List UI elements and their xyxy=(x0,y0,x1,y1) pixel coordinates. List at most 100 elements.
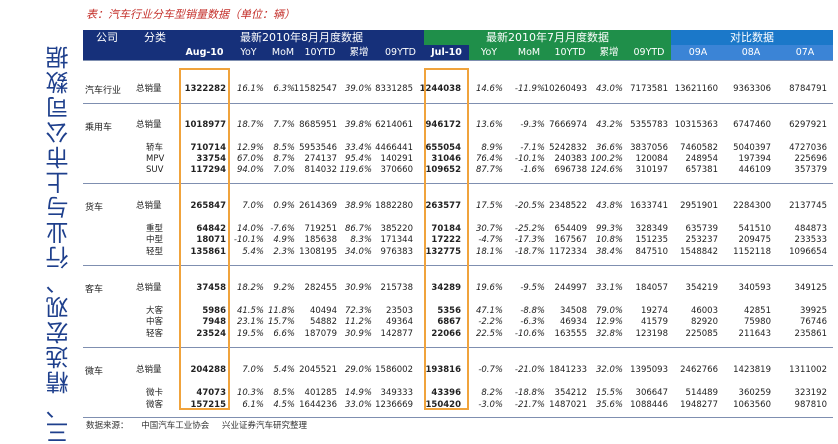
table-cell: 401285 xyxy=(304,388,337,398)
column-header: YoY xyxy=(230,45,267,60)
table-cell: 446109 xyxy=(738,165,771,175)
table-cell: 340593 xyxy=(738,283,771,293)
table-cell: 41.5% xyxy=(236,306,264,316)
table-cell: 5.4% xyxy=(242,247,264,257)
table-cell: 8.5% xyxy=(273,143,295,153)
table-cell: -3.0% xyxy=(478,400,503,410)
column-header: 10YTD xyxy=(299,45,341,60)
row-label: 微卡 xyxy=(146,388,164,398)
table-cell: 12.9% xyxy=(236,143,264,153)
table-cell: 7.0% xyxy=(242,365,264,375)
table-cell: 2462766 xyxy=(680,365,718,375)
table-cell: 1948277 xyxy=(680,400,718,410)
table-cell: 5242832 xyxy=(549,143,587,153)
table-cell: 5040397 xyxy=(733,143,771,153)
table-row: 轿车 710714 12.9% 8.5% 5953546 33.4% 4466441 6550… xyxy=(83,142,833,154)
table-cell: 34.0% xyxy=(344,247,372,257)
table-cell: 15.7% xyxy=(267,317,295,327)
table-cell: 4466441 xyxy=(375,143,413,153)
table-cell: 8.2% xyxy=(481,388,503,398)
table-cell: 17.5% xyxy=(475,201,503,211)
table-cell: 8.9% xyxy=(481,143,503,153)
table-cell: 23503 xyxy=(385,306,413,316)
table-cell: 9.2% xyxy=(273,283,295,293)
table-cell: 235861 xyxy=(794,329,827,339)
table-cell: 187079 xyxy=(304,329,337,339)
table-cell: 657381 xyxy=(685,165,718,175)
table-cell: 94.0% xyxy=(236,165,264,175)
table-cell: 64842 xyxy=(196,224,226,234)
table-cell: 19.6% xyxy=(475,283,503,293)
header-category: 分类 xyxy=(131,30,179,45)
table-cell: 32.8% xyxy=(595,329,623,339)
table-cell: 31046 xyxy=(431,154,461,164)
table-cell: 263577 xyxy=(425,201,462,211)
table-cell: -9.3% xyxy=(520,120,545,130)
column-header: Aug-10 xyxy=(179,45,230,60)
table-cell: 18.1% xyxy=(475,247,503,257)
table-cell: 10315363 xyxy=(674,120,718,130)
table-cell: 323192 xyxy=(794,388,827,398)
row-label: 总销量 xyxy=(136,283,162,293)
table-cell: 39.8% xyxy=(344,120,372,130)
table-cell: 1423819 xyxy=(733,365,771,375)
table-cell: 209475 xyxy=(738,235,771,245)
side-title-text: 三、精选宏观、行业与上市公司数据 xyxy=(47,44,73,444)
table-cell: -21.0% xyxy=(514,365,545,375)
table-cell: 349125 xyxy=(794,283,827,293)
table-cell: 225696 xyxy=(794,154,827,164)
table-cell: 167567 xyxy=(554,235,587,245)
table-cell: 15.5% xyxy=(595,388,623,398)
table-cell: 142877 xyxy=(380,329,413,339)
table-cell: 814032 xyxy=(304,165,337,175)
row-separator xyxy=(83,417,833,418)
table-row: 重型 64842 14.0% -7.6% 719251 86.7% 385220 70184 3… xyxy=(83,223,833,235)
segment-label: 货车 xyxy=(85,203,104,213)
table-cell: 1633741 xyxy=(630,201,668,211)
table-cell: -11.9% xyxy=(514,84,545,94)
table-cell: 5986 xyxy=(202,306,226,316)
table-cell: 86.7% xyxy=(344,224,372,234)
table-row: 中型 18071 -10.1% 4.9% 185638 8.3% 171344 17222 -4… xyxy=(83,234,833,246)
table-cell: 654409 xyxy=(554,224,587,234)
table-cell: 987810 xyxy=(794,400,827,410)
footer-source-2: 兴业证券汽车研究整理 xyxy=(221,421,307,431)
table-row: 中客 7948 23.1% 15.7% 54882 11.2% 49364 6867 -2.2%… xyxy=(83,316,833,328)
table-cell: 193816 xyxy=(425,365,462,375)
table-cell: 19.5% xyxy=(236,329,264,339)
table-cell: 7.7% xyxy=(273,120,295,130)
table-cell: 357379 xyxy=(794,165,827,175)
column-header: YoY xyxy=(469,45,509,60)
table-cell: 719251 xyxy=(304,224,337,234)
column-header: 09A xyxy=(671,45,725,60)
table-cell: 4727036 xyxy=(789,143,827,153)
table-row: 总销量 265847 7.0% 0.9% 2614369 38.9% 1882280 2635… xyxy=(83,200,833,212)
column-header: 09YTD xyxy=(377,45,424,60)
table-cell: 79.0% xyxy=(595,306,623,316)
table-cell: 29.0% xyxy=(344,365,372,375)
table-cell: 7666974 xyxy=(549,120,587,130)
table-cell: 8784791 xyxy=(789,84,827,94)
row-label: 轿车 xyxy=(146,143,164,153)
table-cell: 39.0% xyxy=(344,84,372,94)
table-cell: 185638 xyxy=(304,235,337,245)
table-cell: 22.5% xyxy=(475,329,503,339)
table-cell: 306647 xyxy=(635,388,668,398)
sales-table: 公司 分类 最新2010年8月月度数据 最新2010年7月月度数据 对比数据 A… xyxy=(83,30,833,418)
column-header: 09YTD xyxy=(627,45,671,60)
table-cell: 123198 xyxy=(635,329,668,339)
table-cell: 6.1% xyxy=(242,400,264,410)
table-cell: 7.0% xyxy=(273,165,295,175)
table-cell: 132775 xyxy=(425,247,462,257)
table-cell: 46003 xyxy=(690,306,718,316)
table-cell: 11.2% xyxy=(344,317,372,327)
table-cell: 211643 xyxy=(738,329,771,339)
table-cell: 6214061 xyxy=(375,120,413,130)
table-cell: 76746 xyxy=(799,317,827,327)
row-separator xyxy=(83,347,833,348)
table-cell: 1311002 xyxy=(789,365,827,375)
header-jul-group: 最新2010年7月月度数据 xyxy=(424,30,671,45)
table-cell: 23.1% xyxy=(236,317,264,327)
table-cell: 135861 xyxy=(190,247,227,257)
table-cell: -25.2% xyxy=(514,224,545,234)
